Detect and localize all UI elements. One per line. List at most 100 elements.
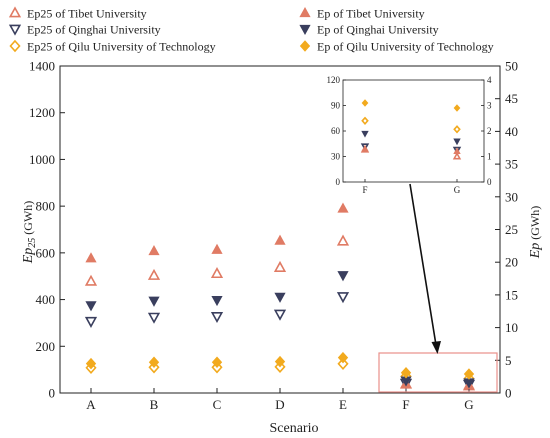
data-point [85,357,97,370]
data-point [211,296,223,307]
data-point [274,360,286,374]
data-point [211,361,223,374]
x-tick-label: E [339,397,347,412]
y-axis-right-title-main: Ep [528,243,543,260]
y-left-tick-label: 1400 [29,59,55,74]
y-axis-left-title-main: Ep [21,248,36,265]
data-point [273,260,287,272]
legend-marker [8,24,22,36]
inset-y-left-tick-label: 120 [327,75,341,85]
legend-marker [299,6,311,18]
legend-label: Ep25 of Qinghai University [27,23,161,37]
data-point [147,312,161,324]
legend-item: Ep25 of Tibet University [8,6,147,21]
y-left-tick-label: 600 [36,245,56,260]
y-right-tick-label: 35 [505,157,518,172]
y-right-tick-label: 0 [505,386,512,401]
inset-data-point [453,147,461,155]
inset-data-point [452,151,462,160]
inset-y-right-tick-label: 0 [487,177,492,187]
inset-plot: 0 30 60 90 120 0 1 2 3 4 F G [327,75,492,354]
inset-x-tick-label: F [362,185,367,195]
inset-y-right-tick-label: 4 [487,75,492,85]
inset-y-left-tick-label: 90 [331,101,341,111]
inset-y-left-tick-label: 30 [331,152,341,162]
data-point [211,356,223,369]
legend-item: Ep of Qinghai University [299,23,439,37]
x-tick-label: C [213,397,222,412]
data-point [148,296,160,307]
inset-y-right-tick-label: 3 [487,101,492,111]
y-right-tick-label: 15 [505,287,518,302]
inset-y-left-tick-label: 60 [331,126,341,136]
axis-titles: Scenario Ep25(GWh) Ep(GWh) [21,201,543,436]
legend: Ep25 of Tibet University Ep of Tibet Univ… [8,6,494,54]
inset-data-point [360,143,370,151]
data-point [336,234,350,246]
zoom-arrow-head [431,341,441,354]
y-right-tick-label: 20 [505,255,518,270]
x-tick-label: D [275,397,284,412]
legend-item: Ep of Tibet University [299,6,425,21]
inset-data-point [361,130,369,138]
y-axis-right-title: Ep (GWh) [528,206,543,260]
y-left-tick-label: 1000 [29,152,55,167]
inset-y-right-tick-label: 2 [487,126,492,136]
zoom-arrow-line [409,183,437,346]
x-tick-label: F [402,397,409,412]
y-left-tick-label: 400 [36,292,56,307]
data-point [148,361,160,374]
data-point [210,311,224,324]
legend-label: Ep of Qinghai University [317,23,439,37]
data-point [274,292,286,303]
data-point [210,266,224,279]
x-tick-label: G [464,397,473,412]
legend-label: Ep25 of Tibet University [27,7,147,21]
data-point [337,351,349,364]
y-axis-right-title-unit: (GWh) [528,206,542,240]
legend-item: Ep of Qilu University of Technology [299,40,494,54]
legend-label: Ep25 of Qilu University of Technology [27,40,216,54]
y-right-tick-label: 5 [505,353,512,368]
y-axis-left-title-sub: 25 [27,238,38,248]
inset-data-point [453,104,461,112]
y-right-tick-label: 25 [505,222,518,237]
data-point [337,271,349,282]
inset-y-right-tick-label: 1 [487,152,492,162]
data-point [147,268,161,280]
inset-y-left-tick-label: 0 [336,177,341,187]
inset-data-point [361,99,369,107]
y-right-tick-label: 40 [505,124,518,139]
data-point [85,361,97,374]
data-point [274,234,286,245]
y-left-tick-label: 800 [36,199,56,214]
y-right-tick-label: 10 [505,320,518,335]
x-tick-label: B [150,397,159,412]
legend-item: Ep25 of Qinghai University [8,23,161,37]
data-point [84,274,98,286]
data-point [148,245,160,256]
x-axis-title: Scenario [270,421,319,436]
legend-marker [299,40,311,52]
y-left-tick-label: 0 [49,386,56,401]
data-point [337,202,349,213]
data-point [84,316,98,328]
data-point [211,243,223,254]
y-right-tick-label: 50 [505,59,518,74]
y-left-tick-label: 200 [36,339,56,354]
legend-item: Ep25 of Qilu University of Technology [9,40,216,54]
legend-label: Ep of Tibet University [317,7,425,21]
legend-label: Ep of Qilu University of Technology [317,40,494,54]
data-point [148,356,160,369]
zoom-highlight-box [378,352,498,393]
data-point [85,252,97,263]
data-point [274,355,286,368]
legend-marker [299,24,311,36]
data-point [400,366,412,379]
y-axis-left-title-unit: (GWh) [21,201,35,235]
x-tick-label: A [86,397,96,412]
data-point [336,292,350,304]
y-axis-left-title: Ep25 (GWh) [21,201,38,265]
inset-data-point [453,125,461,134]
